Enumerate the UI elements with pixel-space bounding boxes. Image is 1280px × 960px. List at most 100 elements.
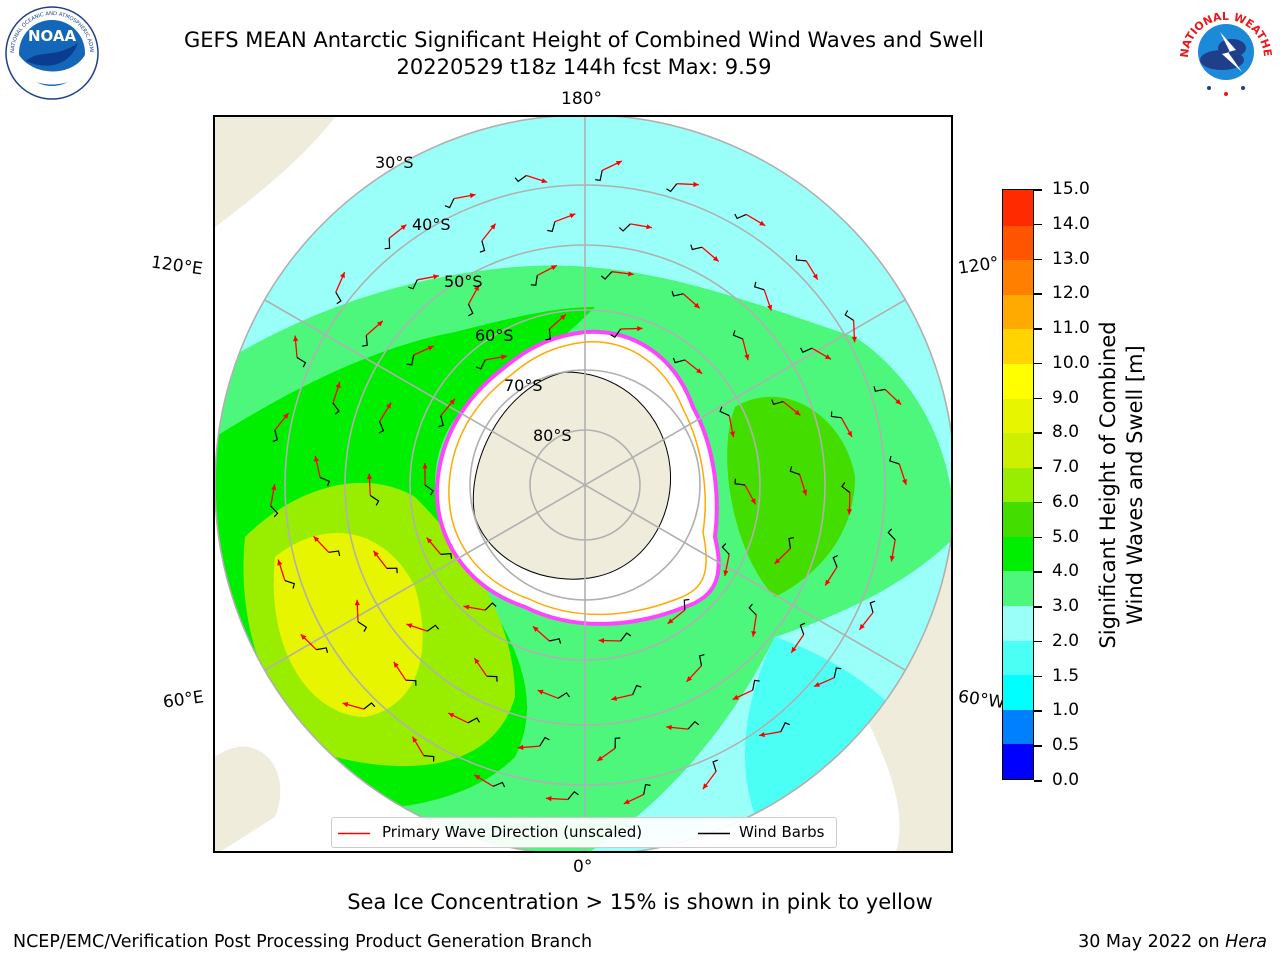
colorbar-tick	[1034, 640, 1042, 643]
wind-barb	[643, 784, 651, 795]
wave-arrow-head	[412, 736, 418, 743]
wind-barb	[869, 600, 876, 613]
wave-arrow-head	[693, 181, 699, 188]
wave-arrow-head	[759, 220, 766, 226]
wave-arrow-head	[802, 489, 808, 496]
colorbar-tick	[1034, 780, 1042, 782]
colorbar-segment	[1003, 501, 1033, 537]
lon-label-left-lower: 60°E	[161, 687, 206, 713]
map-legend: Primary Wave Direction (unscaled) Wind B…	[331, 817, 837, 848]
wind-barb	[830, 411, 842, 419]
colorbar-segment	[1003, 328, 1033, 364]
wave-arrow-head	[611, 695, 618, 701]
colorbar-tick-label: 4.0	[1052, 561, 1080, 582]
wave-arrow-head	[449, 398, 455, 405]
wind-barb	[328, 550, 341, 557]
wave-arrow-head	[474, 658, 480, 664]
wave-arrow-head	[702, 783, 709, 790]
colorbar-tick-label: 3.0	[1052, 596, 1080, 617]
wind-barb	[272, 430, 279, 443]
colorbar-tick-label: 9.0	[1052, 387, 1080, 408]
wind-barb	[440, 553, 453, 559]
footer-date-text: 30 May 2022 on	[1078, 932, 1220, 952]
wave-arrow-head	[628, 271, 634, 277]
colorbar-segment	[1003, 570, 1033, 607]
wind-barb	[426, 624, 440, 632]
wind-barb	[378, 421, 385, 434]
colorbar-tick-label: 13.0	[1052, 248, 1090, 269]
wind-barb	[479, 240, 486, 253]
colorbar-tick	[1034, 189, 1042, 191]
colorbar-segment	[1003, 640, 1033, 676]
wave-arrow-head	[712, 256, 719, 262]
wind-barb	[698, 654, 705, 666]
wind-barb	[545, 328, 551, 341]
legend-barb-label: Wind Barbs	[739, 823, 825, 841]
wind-barb	[332, 402, 340, 415]
wind-barb	[614, 737, 621, 749]
wave-arrow-head	[400, 224, 407, 230]
wave-arrow-head	[744, 354, 750, 361]
wave-arrow-head	[433, 274, 439, 280]
wind-barbs	[270, 170, 900, 800]
wind-barb	[610, 328, 622, 338]
wind-barb	[530, 275, 538, 286]
wave-arrow-head	[686, 676, 693, 682]
colorbar-tick-label: 14.0	[1052, 213, 1090, 234]
wave-arrow-head	[597, 755, 604, 761]
legend-barb-swatch	[698, 832, 730, 835]
wave-arrow-head	[814, 682, 820, 687]
wave-arrow-head	[889, 555, 895, 562]
lon-label-bottom: 0°	[573, 857, 593, 877]
colorbar-segment	[1003, 743, 1033, 779]
wave-arrow-head	[615, 161, 622, 166]
wave-arrow-head	[723, 570, 729, 576]
colorbar-tick	[1034, 571, 1042, 573]
wave-arrow-head	[490, 223, 496, 230]
colorbar-tick	[1034, 258, 1042, 261]
wind-barb	[335, 291, 342, 305]
wind-barb	[475, 359, 486, 370]
colorbar-segment	[1003, 225, 1033, 261]
colorbar-segment	[1003, 536, 1033, 572]
wind-barb	[357, 621, 368, 632]
wind-barb	[690, 244, 703, 251]
colorbar-segment	[1003, 709, 1033, 745]
wind-barb	[873, 386, 886, 392]
wave-arrow-head	[666, 724, 672, 731]
wind-barb	[687, 720, 700, 730]
colorbar-tick-label: 11.0	[1052, 318, 1090, 339]
wind-barb	[557, 692, 570, 699]
colorbar-tick-label: 15.0	[1052, 179, 1090, 199]
wind-barb	[363, 702, 376, 710]
wind-barb	[405, 679, 417, 686]
wave-arrow-head	[846, 509, 852, 515]
colorbar-tick	[1034, 397, 1042, 400]
wind-barb	[833, 667, 842, 678]
colorbar-tick	[1034, 536, 1042, 539]
noaa-logo: NOAA NATIONAL OCEANIC AND ATMOSPHERIC AD…	[4, 5, 99, 100]
wave-arrow-head	[335, 382, 341, 389]
wind-barb	[748, 603, 757, 616]
wind-barb	[600, 271, 613, 280]
wave-arrow-head	[422, 463, 428, 469]
wave-arrow-head	[812, 273, 818, 280]
wave-arrow-head	[732, 694, 739, 700]
wave-arrow-head	[825, 354, 831, 360]
wind-barb	[539, 736, 550, 747]
colorbar-label-line1: Significant Height of Combined	[1096, 321, 1120, 649]
lat-label-60s: 60°S	[475, 326, 514, 345]
colorbar-tick	[1034, 467, 1042, 469]
legend-wave-label: Primary Wave Direction (unscaled)	[382, 823, 643, 841]
wave-arrow-head	[696, 368, 702, 374]
lat-label-50s: 50°S	[444, 272, 483, 291]
wave-band-east	[727, 396, 855, 597]
wave-arrow-head	[859, 623, 865, 630]
wave-arrow-head	[667, 618, 674, 624]
lat-label-70s: 70°S	[504, 376, 543, 395]
lon-label-right-upper: 120°	[956, 253, 1001, 279]
wave-arrow-head	[532, 626, 539, 632]
wind-barb	[666, 183, 678, 193]
colorbar-tick	[1034, 606, 1042, 608]
colorbar-segment	[1003, 363, 1033, 399]
